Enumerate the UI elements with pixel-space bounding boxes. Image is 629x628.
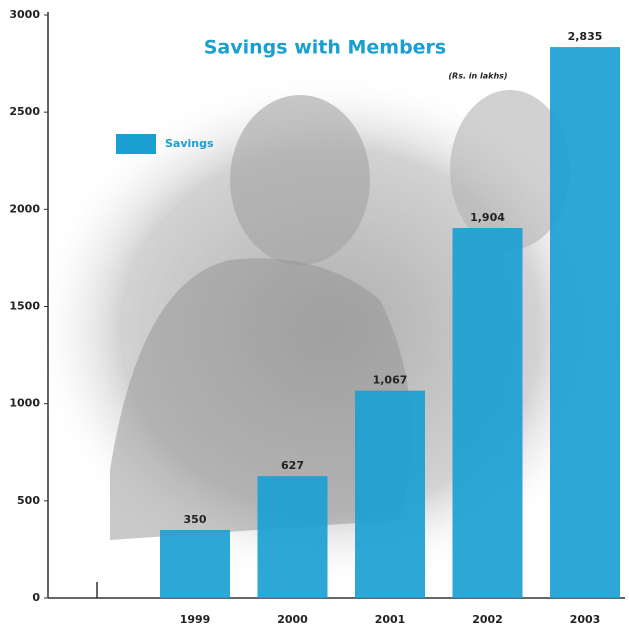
chart-title: Savings with Members (204, 37, 447, 59)
bar (550, 47, 620, 598)
bar (160, 529, 230, 598)
background-photo (30, 70, 629, 590)
y-tick-label: 3000 (9, 8, 40, 21)
y-tick-label: 1500 (9, 300, 40, 313)
value-label: 1,904 (470, 211, 505, 224)
y-tick-label: 1000 (9, 397, 40, 410)
x-tick-label: 2001 (375, 613, 406, 626)
legend-swatch (116, 134, 156, 154)
y-tick-label: 2500 (9, 105, 40, 118)
x-tick-label: 1999 (180, 613, 211, 626)
bar (257, 476, 328, 598)
y-tick-label: 500 (17, 494, 40, 507)
bar (355, 390, 425, 598)
value-label: 627 (281, 459, 304, 472)
value-label: 1,067 (373, 374, 408, 387)
y-tick-label: 2000 (9, 202, 40, 215)
legend-label: Savings (165, 137, 214, 150)
x-tick-label: 2002 (472, 613, 503, 626)
value-label: 2,835 (568, 30, 603, 43)
x-tick-label: 2003 (570, 613, 601, 626)
bar (452, 227, 523, 599)
y-tick-label: 0 (32, 591, 40, 604)
x-tick-label: 2000 (277, 613, 308, 626)
chart-subtitle: (Rs. in lakhs) (448, 72, 507, 81)
value-label: 350 (184, 513, 207, 526)
